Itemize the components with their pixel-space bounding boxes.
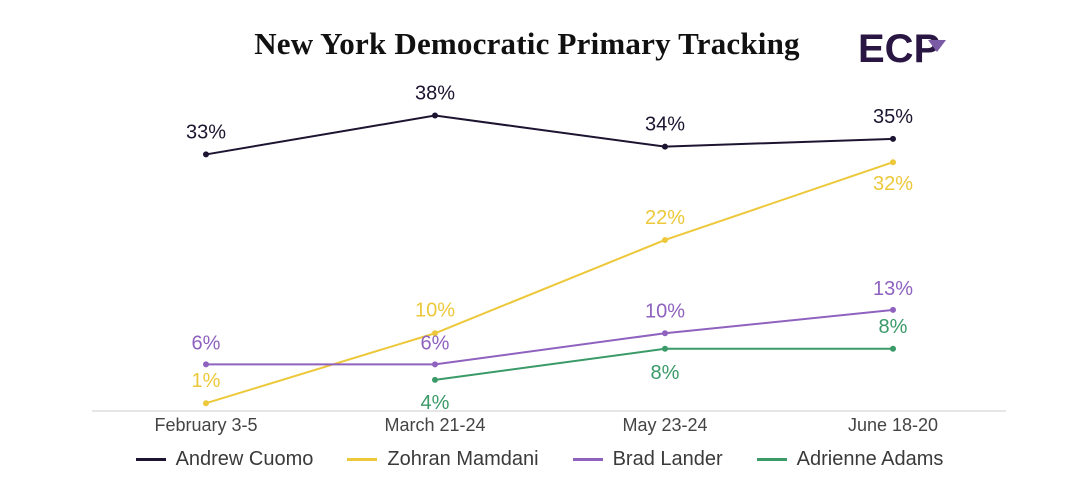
- data-point-1-0: [203, 400, 209, 407]
- legend-item-0: Andrew Cuomo: [135, 447, 314, 471]
- chart-title: New York Democratic Primary Tracking: [254, 26, 800, 61]
- legend-label-2: Brad Lander: [612, 447, 723, 470]
- series-line-1: [205, 161, 894, 405]
- data-point-0-1: [432, 112, 438, 119]
- x-tick-label-3: June 18-20: [848, 415, 938, 435]
- chart-legend: Andrew Cuomo Zohran Mamdani Brad Lander …: [0, 445, 1079, 473]
- data-point-2-3: [890, 306, 896, 313]
- x-tick-label-2: May 23-24: [622, 415, 707, 435]
- data-label-0-2: 34%: [645, 114, 685, 136]
- legend-label-3: Adrienne Adams: [796, 447, 944, 470]
- series-line-2: [206, 308, 894, 366]
- data-point-1-1: [432, 330, 438, 337]
- legend-label-1: Zohran Mamdani: [387, 447, 539, 470]
- data-label-1-3: 32%: [873, 173, 913, 195]
- data-label-3-3: 8%: [879, 316, 908, 338]
- data-label-0-1: 38%: [415, 83, 455, 105]
- data-point-3-3: [890, 345, 896, 352]
- data-label-2-3: 13%: [873, 278, 913, 300]
- logo-text: ECP: [858, 27, 940, 66]
- legend-item-3: Adrienne Adams: [756, 447, 944, 471]
- data-label-0-0: 33%: [186, 121, 226, 143]
- data-label-3-2: 8%: [651, 362, 680, 384]
- data-point-3-2: [662, 345, 668, 352]
- data-point-2-1: [432, 361, 438, 368]
- data-label-2-1: 6%: [421, 332, 450, 354]
- data-label-0-3: 35%: [873, 106, 913, 128]
- x-tick-label-1: March 21-24: [384, 415, 485, 435]
- data-label-2-2: 10%: [645, 300, 685, 322]
- legend-item-1: Zohran Mamdani: [347, 447, 539, 471]
- data-label-3-1: 4%: [421, 392, 450, 414]
- data-point-1-2: [662, 236, 668, 243]
- logo-accent-shape: [928, 40, 946, 52]
- data-point-0-3: [890, 135, 896, 142]
- data-point-2-0: [203, 361, 209, 368]
- x-tick-label-0: February 3-5: [154, 415, 257, 435]
- data-label-1-1: 10%: [415, 299, 455, 321]
- data-point-1-3: [890, 159, 896, 166]
- data-point-0-0: [203, 151, 209, 158]
- legend-label-0: Andrew Cuomo: [175, 447, 314, 470]
- ecp-logo-icon: ECP: [858, 27, 946, 66]
- data-label-2-0: 6%: [192, 332, 221, 354]
- data-point-3-1: [432, 376, 438, 383]
- legend-swatch-3: [756, 457, 787, 461]
- data-point-2-2: [662, 330, 668, 337]
- data-point-0-2: [662, 143, 668, 150]
- data-label-1-2: 22%: [645, 207, 685, 229]
- series-line-0: [205, 114, 894, 156]
- legend-swatch-0: [135, 457, 166, 461]
- legend-item-2: Brad Lander: [572, 447, 723, 471]
- legend-swatch-2: [572, 457, 603, 461]
- legend-swatch-1: [347, 457, 378, 461]
- data-label-1-0: 1%: [192, 370, 221, 392]
